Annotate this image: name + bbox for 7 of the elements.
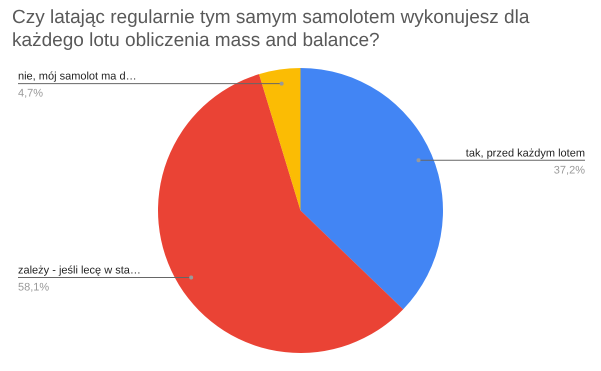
data-label: 58,1% <box>18 282 50 294</box>
slice-label: zależy - jeśli lecę w sta… <box>18 264 141 277</box>
data-label: 4,7% <box>18 88 44 100</box>
data-label: 37,2% <box>554 164 586 176</box>
chart-title: Czy latając regularnie tym samym samolotem wykonujesz dla każdego lotu obliczenia mass and balance? <box>12 6 530 52</box>
slice-label: tak, przed każdym lotem <box>466 147 585 160</box>
slice-label: nie, mój samolot ma d… <box>18 70 137 83</box>
